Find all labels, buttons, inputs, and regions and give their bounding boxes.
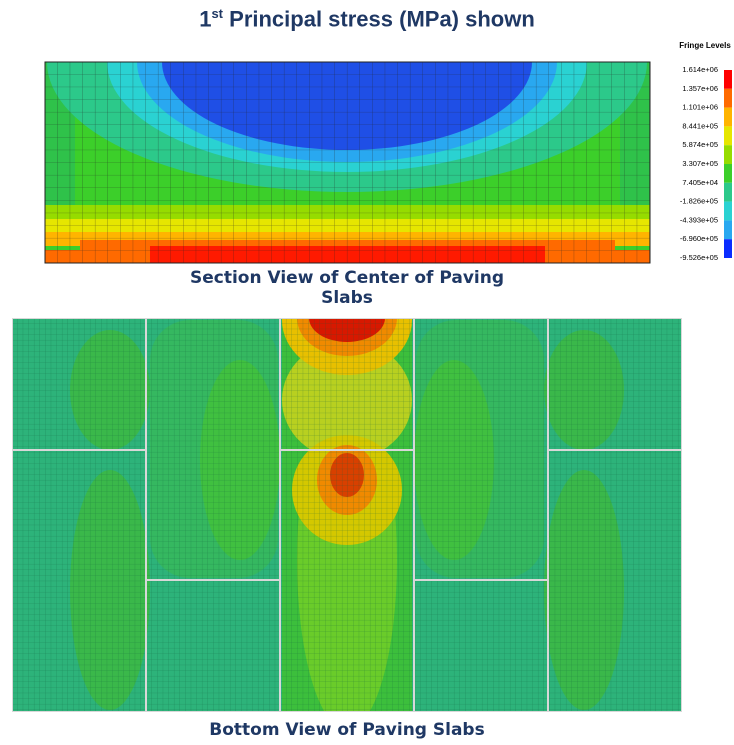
legend-swatch xyxy=(724,220,732,239)
legend-title: Fringe Levels xyxy=(679,41,731,50)
legend-swatch xyxy=(724,164,732,183)
legend-swatch xyxy=(724,145,732,164)
figure: Fringe Levels 1.614e+06 1.357e+06 1.101e+0… xyxy=(0,0,734,745)
legend-swatch xyxy=(724,239,732,258)
legend-level: -1.826e+05 xyxy=(680,197,718,206)
legend-level: 5.874e+05 xyxy=(682,140,718,149)
legend-swatch xyxy=(724,183,732,202)
legend-level: 1.357e+06 xyxy=(682,84,718,93)
legend-swatch xyxy=(724,70,732,89)
legend-level: 3.307e+05 xyxy=(682,159,718,168)
legend-level: -4.393e+05 xyxy=(680,215,718,224)
section-view xyxy=(45,0,650,263)
legend: 1.614e+06 1.357e+06 1.101e+06 8.441e+05 5.87… xyxy=(680,65,732,262)
bottom-caption: Bottom View of Paving Slabs xyxy=(100,720,594,740)
legend-level: 1.101e+06 xyxy=(682,103,718,112)
legend-swatch xyxy=(724,89,732,108)
legend-swatch xyxy=(724,202,732,221)
section-caption: Section View of Center of Paving Slabs xyxy=(182,268,512,308)
page: 1st Principal stress (MPa) shown xyxy=(0,0,734,745)
legend-level: -6.960e+05 xyxy=(680,234,718,243)
legend-swatch xyxy=(724,108,732,127)
legend-level: -9.526e+05 xyxy=(680,253,718,262)
legend-level: 7.405e+04 xyxy=(682,178,718,187)
legend-level: 1.614e+06 xyxy=(682,65,718,74)
bottom-view xyxy=(12,265,682,730)
legend-swatch xyxy=(724,126,732,145)
legend-level: 8.441e+05 xyxy=(682,121,718,130)
